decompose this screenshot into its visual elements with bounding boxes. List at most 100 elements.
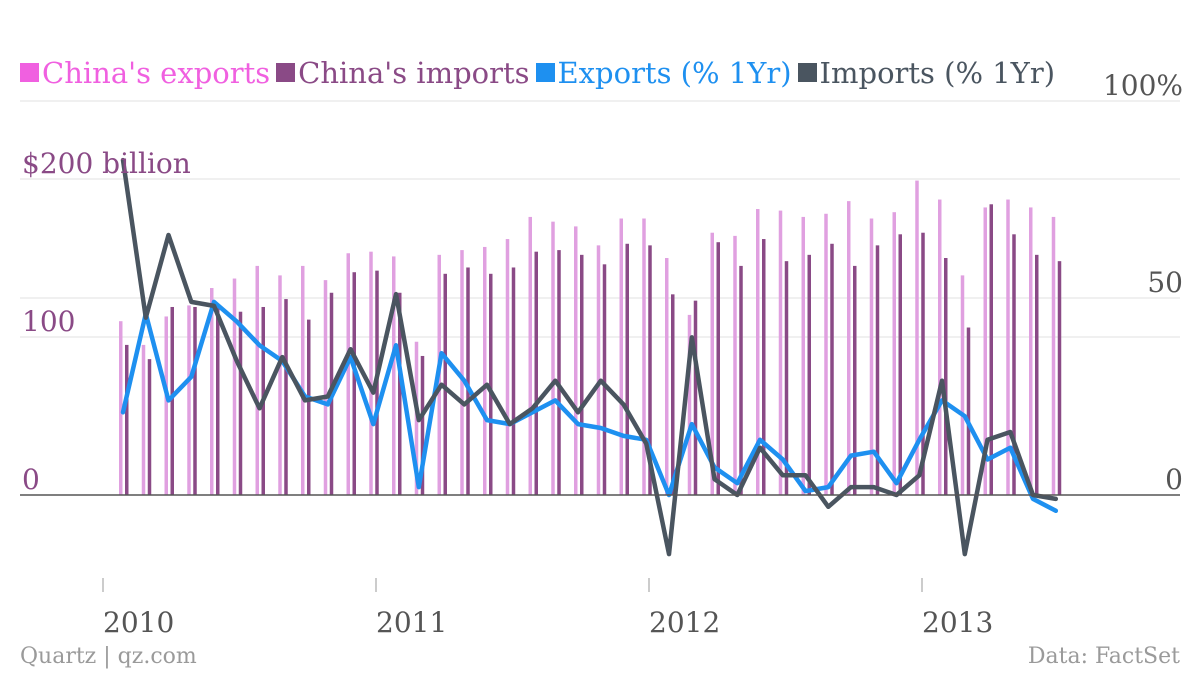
bar-exports [619,218,623,495]
bar-exports [460,250,464,495]
legend-item: China's exports [20,56,270,90]
bars-group [119,180,1062,496]
bar-exports [960,275,965,495]
bar-exports [1029,207,1033,495]
bar-exports [528,216,532,496]
bar-imports [853,265,857,495]
bar-exports [574,226,578,495]
bar-imports [284,299,288,495]
bar-exports [778,210,783,495]
bar-exports [869,218,874,495]
bar-exports [164,316,168,495]
bar-exports [255,265,259,495]
legend-swatch [797,63,817,82]
bar-imports [762,239,766,495]
bar-imports [557,250,561,495]
bar-exports [301,265,305,495]
bar-imports [921,232,925,495]
bar-exports [392,256,396,495]
legend-item: Imports (% 1Yr) [797,56,1056,90]
bar-imports [125,344,129,495]
bar-imports [170,306,174,495]
bar-imports [420,355,425,495]
bar-imports [875,245,880,495]
bar-imports [307,319,311,495]
bar-exports [665,258,669,495]
y-right-tick-label: 100% [1103,69,1183,102]
bar-exports [187,305,191,495]
bar-imports [193,306,197,495]
bar-imports [1057,261,1062,495]
bar-imports [398,292,402,495]
bar-exports [346,253,350,495]
bar-exports [483,246,487,495]
bar-imports [511,267,516,495]
footer-credit: Quartz | qz.com [20,644,197,669]
bar-imports [625,243,629,495]
bar-imports [784,261,789,495]
footer-source: Data: FactSet [1027,644,1180,669]
y-left-tick-label: $200 billion [22,147,191,180]
bar-exports [232,278,237,495]
legend-swatch [535,63,555,82]
bar-exports [824,213,828,495]
bar-exports [733,235,737,495]
x-tick-label: 2013 [922,606,993,639]
bar-exports [642,218,646,495]
bar-exports [915,180,919,495]
y-left-tick-label: 100 [22,305,75,338]
bar-exports [119,321,123,495]
bar-imports [466,267,470,495]
legend-label: Imports (% 1Yr) [819,56,1056,90]
bar-exports [551,221,555,495]
bar-imports [1012,234,1016,496]
bar-imports [1035,254,1039,495]
bar-imports [602,264,607,495]
bar-imports [580,254,584,495]
bar-imports [807,254,811,495]
bar-exports [1051,216,1056,496]
x-tick-label: 2012 [649,606,720,639]
bar-imports [534,251,538,495]
bar-imports [693,300,698,495]
bar-exports [1006,199,1010,496]
x-tick-label: 2011 [376,606,447,639]
bar-exports [710,232,714,495]
bar-imports [443,273,447,495]
bar-imports [716,242,720,495]
lines-group [120,157,1059,557]
bar-imports [216,305,220,495]
legend-swatch [276,63,296,82]
bar-imports [352,272,356,495]
legend-label: China's imports [298,56,530,90]
legend-label: Exports (% 1Yr) [557,56,792,90]
bar-exports [847,201,851,495]
x-tick-label: 2010 [103,606,174,639]
series-line [120,299,1059,514]
bar-exports [323,280,328,495]
bar-exports [505,239,510,495]
legend-item: China's imports [276,56,530,90]
y-right-tick-label: 0 [1165,463,1183,496]
bar-exports [596,245,601,495]
bar-imports [238,311,243,495]
bar-imports [147,359,152,495]
legend: China's exports China's imports Exports (%… [20,56,1061,90]
y-left-tick-label: 0 [22,463,40,496]
bar-imports [989,204,993,495]
series-line [120,157,1059,557]
bar-imports [739,265,743,495]
bar-exports [983,207,987,495]
bar-imports [648,245,652,495]
axes-group: 0 100 $200 billion 0 50 100% 2010 2011 2012 2013 [20,69,1183,639]
bar-exports [801,216,805,496]
bar-exports [369,251,373,495]
bar-imports [489,273,493,495]
y-right-tick-label: 50 [1147,266,1183,299]
bar-exports [892,212,896,495]
legend-label: China's exports [42,56,271,90]
bar-exports [687,314,692,495]
bar-imports [671,294,675,495]
bar-imports [966,327,971,495]
